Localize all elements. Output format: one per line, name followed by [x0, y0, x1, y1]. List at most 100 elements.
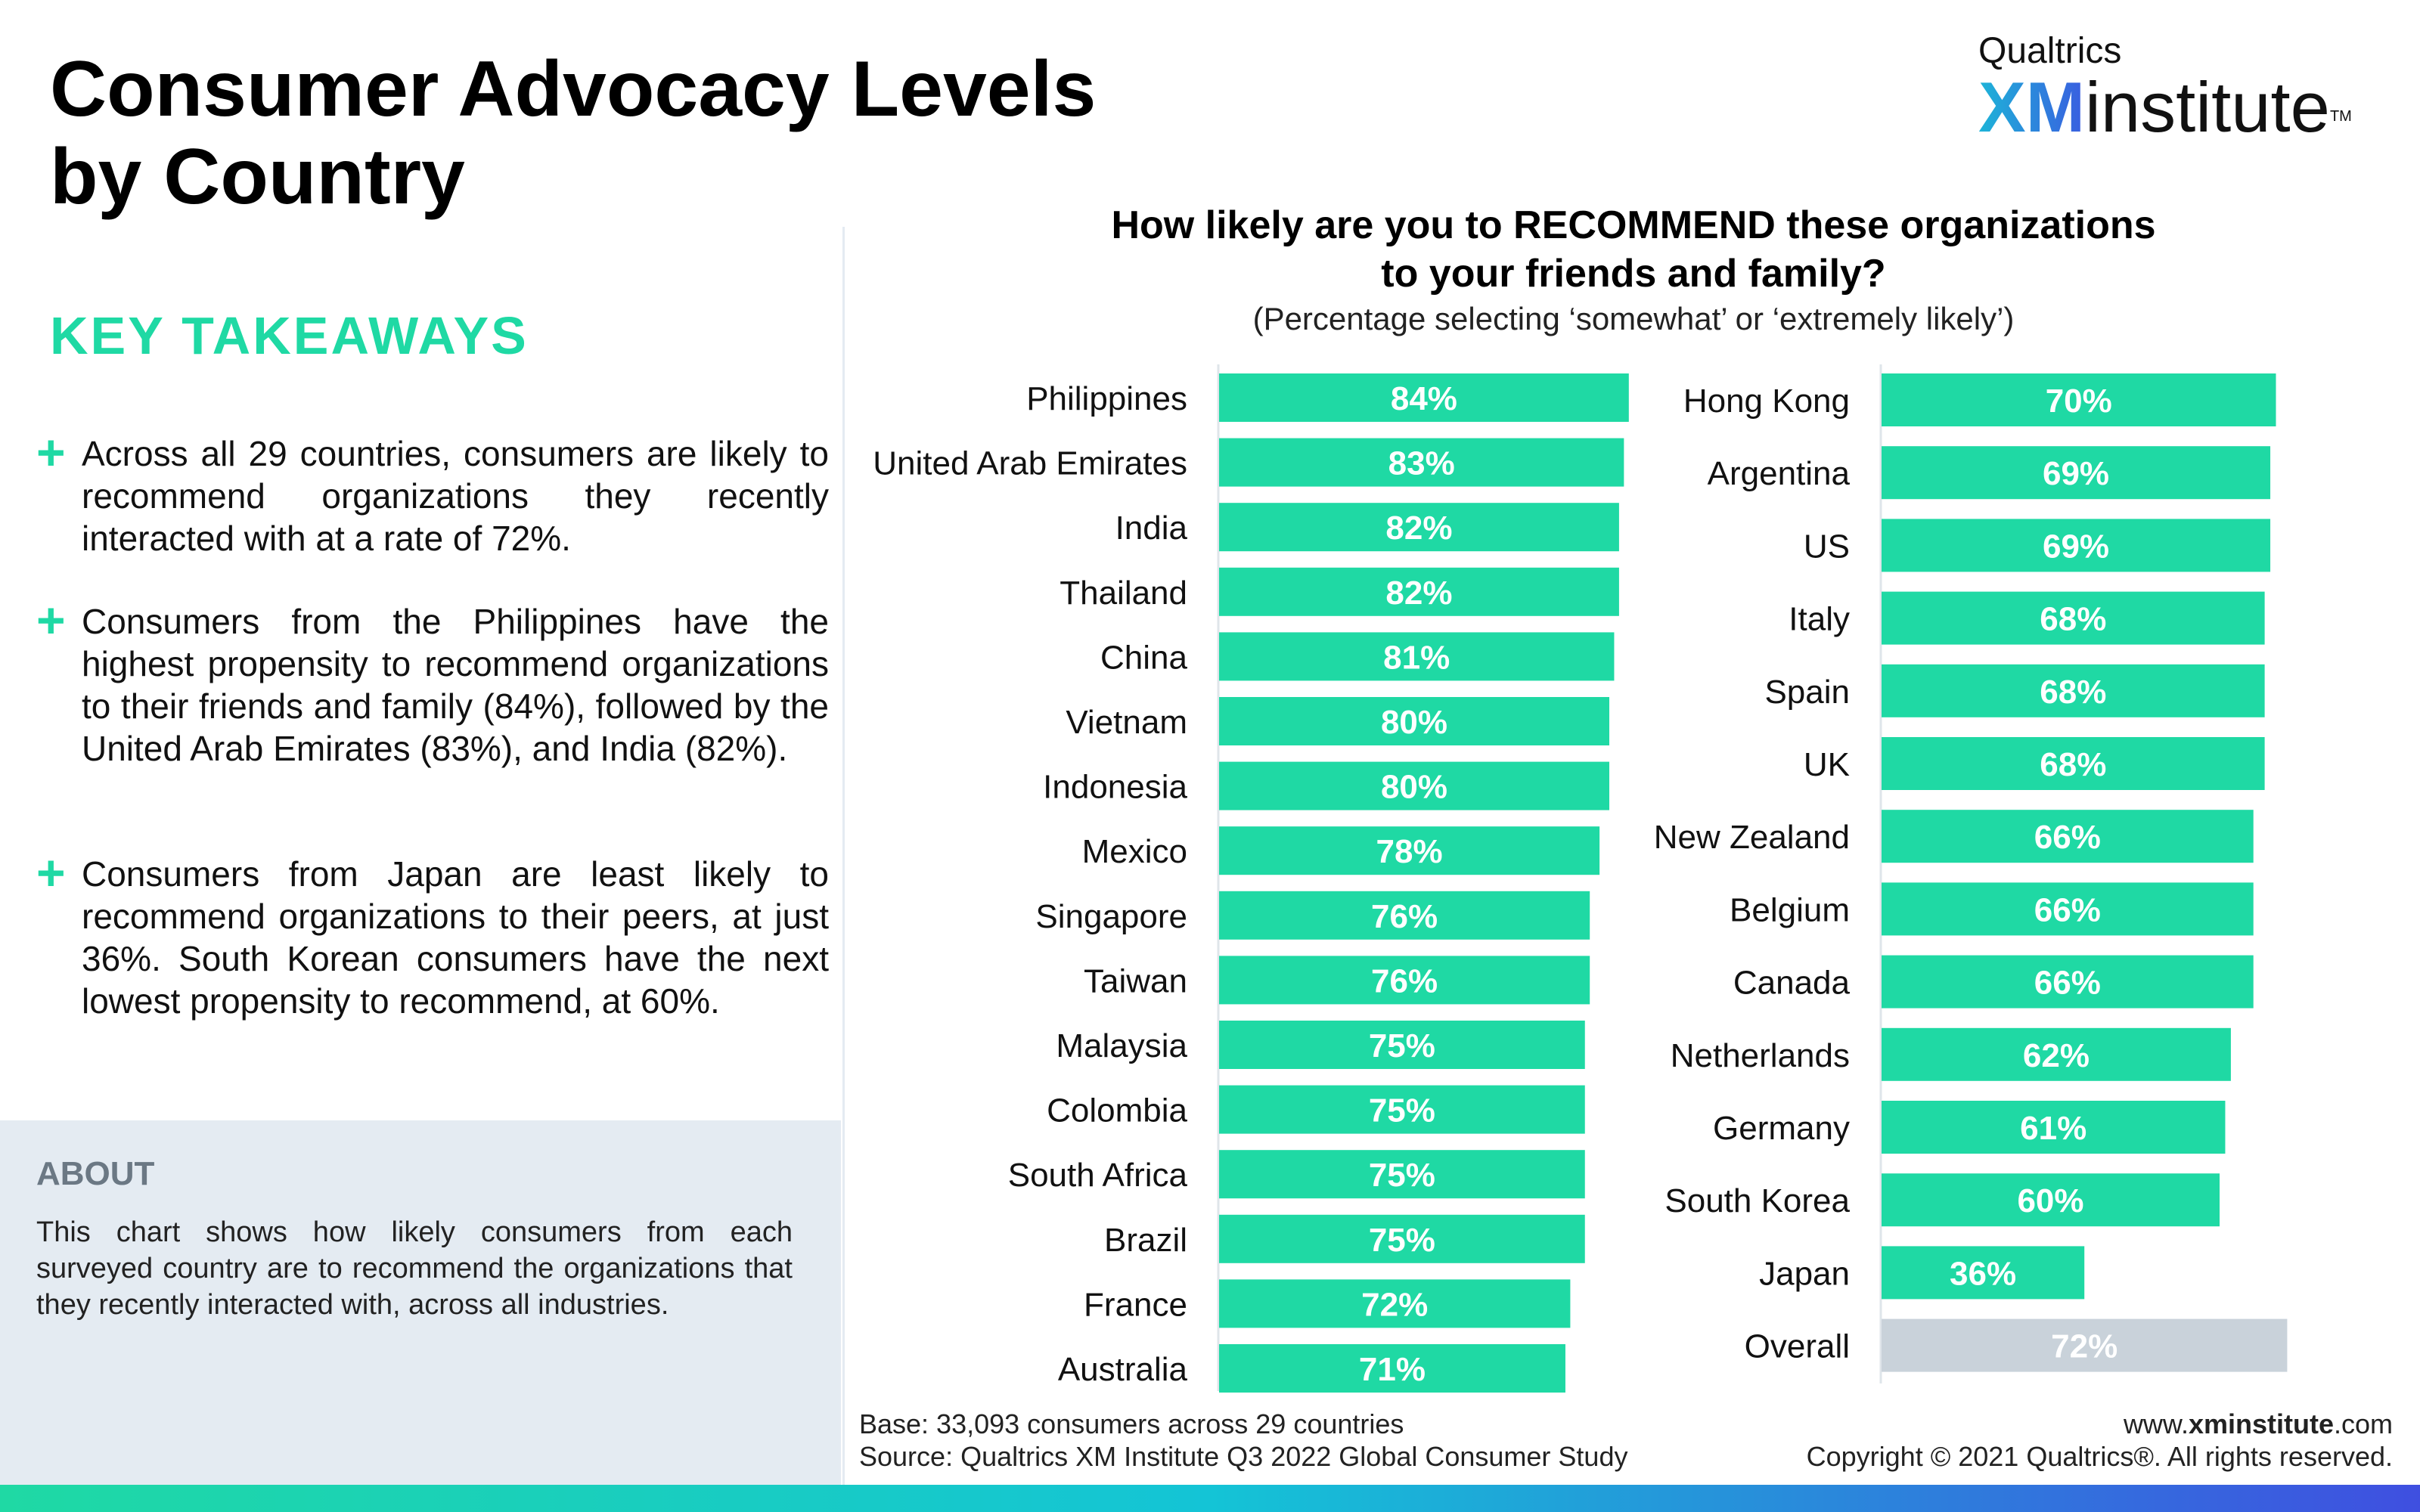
category-label: New Zealand — [1654, 819, 1850, 856]
category-label: South Africa — [1008, 1157, 1188, 1194]
page-title: Consumer Advocacy Levels by Country — [50, 45, 1184, 221]
bar — [1882, 810, 2254, 863]
category-label: Brazil — [1104, 1222, 1187, 1259]
data-label: 75% — [1369, 1027, 1435, 1064]
data-label: 83% — [1388, 445, 1455, 482]
footer-url[interactable]: www.xminstitute.com — [1807, 1408, 2393, 1440]
category-label: Vietnam — [1066, 704, 1187, 741]
plus-icon: + — [36, 844, 66, 900]
footer-copyright: Copyright © 2021 Qualtrics®. All rights … — [1806, 1441, 2393, 1472]
bar — [1219, 697, 1609, 745]
footer-url-prefix: www. — [2123, 1408, 2189, 1439]
category-label: Taiwan — [1084, 962, 1187, 999]
category-label: Mexico — [1082, 833, 1187, 870]
category-label: Overall — [1745, 1328, 1850, 1365]
bar — [1882, 1027, 2231, 1081]
chart-title: How likely are you to RECOMMEND these or… — [862, 201, 2405, 298]
footer-notes: Base: 33,093 consumers across 29 countri… — [859, 1408, 1627, 1473]
data-label: 78% — [1376, 833, 1443, 870]
data-label: 81% — [1383, 639, 1450, 676]
bar — [1219, 1085, 1585, 1134]
bar — [1882, 664, 2265, 717]
category-label: Colombia — [1047, 1092, 1187, 1129]
data-label: 82% — [1385, 575, 1452, 612]
bar — [1219, 891, 1590, 940]
logo-xm: XM — [1978, 67, 2085, 147]
data-label: 76% — [1371, 898, 1438, 935]
category-label: Philippines — [1026, 380, 1187, 417]
data-label: 70% — [2046, 383, 2112, 420]
data-label: 69% — [2043, 528, 2109, 565]
data-label: 69% — [2043, 455, 2109, 492]
footer-url-bold: xminstitute — [2188, 1408, 2334, 1439]
data-label: 68% — [2040, 601, 2106, 638]
data-label: 71% — [1359, 1351, 1426, 1388]
bar — [1219, 373, 1629, 422]
data-label: 72% — [1361, 1286, 1428, 1323]
page-title-line1: Consumer Advocacy Levels — [50, 45, 1097, 133]
category-label: US — [1804, 528, 1850, 565]
takeaway-text: Consumers from the Philippines have the … — [82, 602, 829, 768]
bar — [1219, 826, 1600, 875]
category-label: Netherlands — [1671, 1037, 1850, 1074]
takeaway-text: Consumers from Japan are least likely to… — [82, 854, 829, 1021]
category-label: France — [1084, 1286, 1187, 1323]
category-label: UK — [1804, 746, 1850, 783]
bar — [1882, 1318, 2288, 1372]
page-title-line2: by Country — [50, 133, 465, 221]
bar — [1219, 1021, 1585, 1069]
category-label: Singapore — [1035, 898, 1187, 935]
data-label: 75% — [1369, 1092, 1435, 1129]
category-label: Thailand — [1060, 575, 1187, 612]
data-label: 82% — [1385, 510, 1452, 547]
about-text: This chart shows how likely consumers fr… — [36, 1216, 793, 1321]
bar — [1219, 632, 1615, 681]
about-box: ABOUT This chart shows how likely consum… — [0, 1120, 841, 1485]
data-label: 60% — [2017, 1182, 2083, 1219]
chart-title-line2: to your friends and family? — [1381, 252, 1886, 296]
bar — [1219, 761, 1609, 810]
bar — [1882, 1173, 2220, 1227]
bar — [1882, 737, 2265, 790]
data-label: 80% — [1381, 704, 1447, 741]
bar — [1219, 1344, 1565, 1393]
bar — [1219, 1214, 1585, 1263]
bar — [1882, 955, 2254, 1009]
panel-divider — [842, 227, 845, 1485]
category-label: China — [1100, 639, 1187, 676]
about-heading: ABOUT — [36, 1155, 155, 1192]
category-label: Japan — [1759, 1255, 1850, 1292]
bar — [1882, 882, 2254, 936]
xm-institute-logo: Qualtrics XMinstituteTM — [1978, 30, 2387, 147]
bar — [1882, 519, 2271, 572]
category-label: Belgium — [1730, 891, 1850, 928]
data-label: 61% — [2020, 1110, 2086, 1147]
plus-icon: + — [36, 592, 66, 648]
category-label: Indonesia — [1043, 769, 1187, 806]
data-label: 66% — [2034, 819, 2101, 856]
chart-title-line1: How likely are you to RECOMMEND these or… — [1111, 203, 2156, 247]
data-label: 68% — [2040, 674, 2106, 711]
bar — [1219, 567, 1619, 616]
bar — [1219, 438, 1624, 487]
logo-trademark: TM — [2329, 108, 2352, 125]
category-label: Argentina — [1708, 455, 1851, 492]
bar — [1219, 956, 1590, 1005]
key-takeaways-heading: KEY TAKEAWAYS — [50, 306, 529, 365]
category-label: Canada — [1733, 965, 1851, 1002]
bottom-gradient-bar — [0, 1485, 2420, 1512]
data-label: 75% — [1369, 1157, 1435, 1194]
bar — [1219, 503, 1619, 552]
bar — [1882, 373, 2276, 426]
footer-source: Source: Qualtrics XM Institute Q3 2022 G… — [859, 1441, 1628, 1472]
data-label: 66% — [2034, 891, 2101, 928]
bar — [1882, 1246, 2085, 1300]
bar — [1882, 446, 2271, 500]
data-label: 84% — [1391, 380, 1457, 417]
category-label: Germany — [1713, 1110, 1850, 1147]
category-label: India — [1115, 510, 1188, 547]
category-label: Australia — [1058, 1351, 1188, 1388]
category-label: United Arab Emirates — [873, 445, 1187, 482]
logo-brand: Qualtrics — [1978, 31, 2122, 71]
data-label: 62% — [2023, 1037, 2090, 1074]
